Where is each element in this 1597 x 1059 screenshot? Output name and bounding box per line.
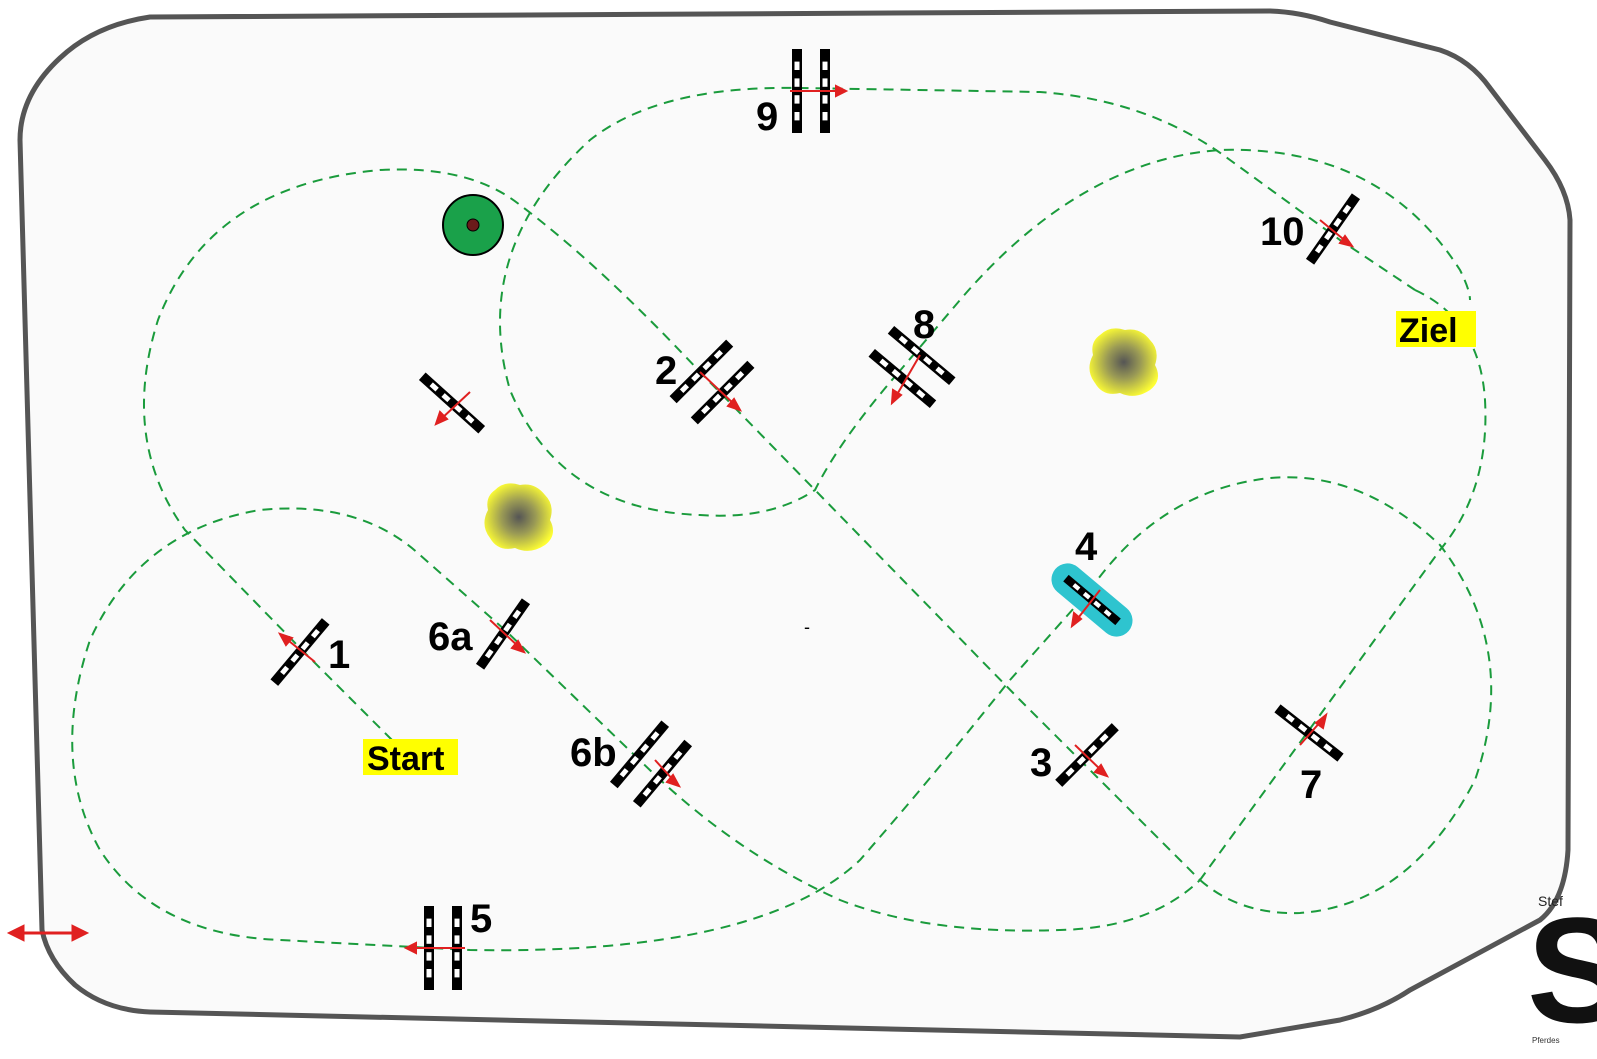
obstacle-number: 3 [1030, 741, 1052, 785]
course-route [71, 86, 1493, 952]
obstacle-number: 8 [913, 303, 935, 347]
bush-icon [1089, 328, 1159, 396]
start-label-bg [363, 739, 458, 775]
start-label: Start [367, 740, 444, 778]
ziel-label-bg [1396, 311, 1476, 347]
center-dash: - [804, 617, 810, 637]
entrance-double-arrow-icon [6, 924, 90, 942]
ziel-label: Ziel [1399, 312, 1458, 350]
obstacle-number: 7 [1300, 763, 1322, 807]
obstacle-number: 1 [328, 633, 350, 677]
obstacle-number: 2 [655, 349, 677, 393]
logo-top-text: Stef [1538, 893, 1563, 909]
green-marker [442, 194, 504, 256]
obstacle-number: 4 [1075, 525, 1098, 569]
obstacle-number: 9 [756, 95, 778, 139]
direction-arrows [277, 84, 1355, 955]
logo: Stef S Pferdes [1527, 886, 1597, 1054]
obstacle-number: 6b [570, 731, 617, 775]
logo-bottom-text: Pferdes [1532, 1036, 1560, 1045]
obstacle-number: 6a [428, 615, 473, 659]
obstacle-number: 5 [470, 897, 492, 941]
arena-border [17, 8, 1573, 1040]
obstacle-number: 10 [1260, 210, 1305, 254]
bush-icon [484, 483, 554, 551]
logo-letter: S [1527, 886, 1597, 1054]
